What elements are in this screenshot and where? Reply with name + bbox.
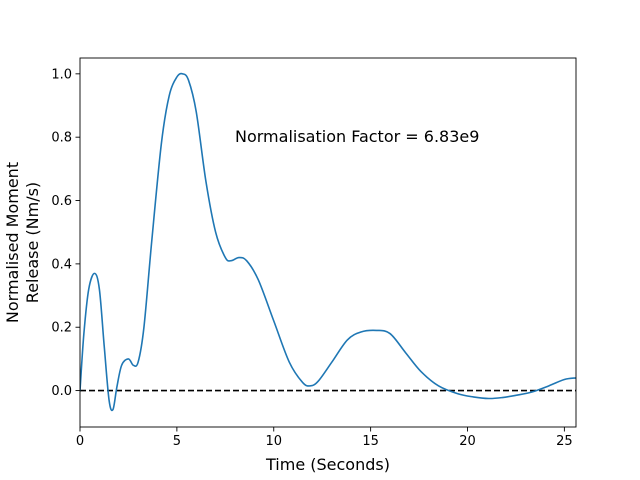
x-tick-label: 10 bbox=[265, 434, 282, 449]
series-line-0 bbox=[80, 72, 576, 412]
x-tick-label: 5 bbox=[173, 434, 181, 449]
y-tick-label: 0.6 bbox=[51, 194, 72, 209]
y-axis-label-line-2: Release (Nm/s) bbox=[23, 182, 42, 303]
y-tick-label: 1.0 bbox=[51, 67, 72, 82]
y-tick-label: 0.2 bbox=[51, 321, 72, 336]
y-tick-label: 0.8 bbox=[51, 131, 72, 146]
y-tick-label: 0.0 bbox=[51, 384, 72, 399]
x-tick-label: 25 bbox=[556, 434, 573, 449]
y-tick-label: 0.4 bbox=[51, 257, 72, 272]
x-tick-label: 15 bbox=[362, 434, 379, 449]
x-axis-label: Time (Seconds) bbox=[265, 455, 390, 474]
plot-frame bbox=[79, 57, 577, 428]
plot-area bbox=[79, 57, 577, 428]
axis-ticks: 0 5 10 15 20 25 0.0 0.2 0.4 0.6 0.8 1.0 bbox=[51, 67, 572, 449]
x-tick-label: 0 bbox=[76, 434, 84, 449]
y-axis-label-line-1: Normalised Moment bbox=[3, 162, 22, 323]
normalisation-annotation: Normalisation Factor = 6.83e9 bbox=[235, 127, 479, 146]
x-tick-label: 20 bbox=[459, 434, 476, 449]
